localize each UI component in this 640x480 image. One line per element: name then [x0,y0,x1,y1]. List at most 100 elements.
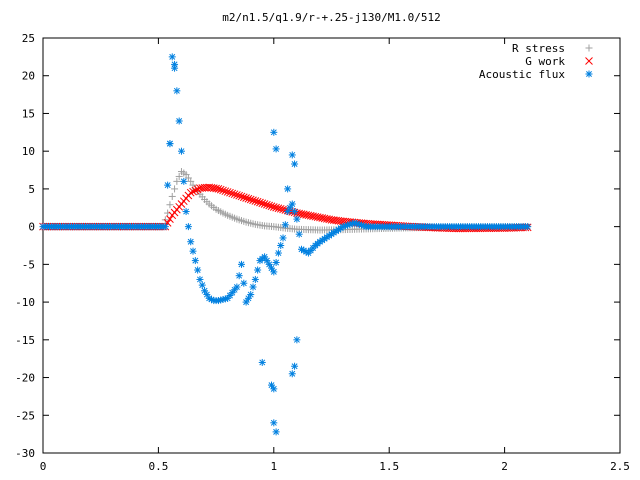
axes: 0 0.5 1 1.5 2 2.5 25 20 15 10 5 0 -5 -10 -15 -20 -25 -30 [15,32,630,473]
data-point [228,189,237,198]
data-point [270,385,278,393]
data-point [254,266,262,274]
data-point [291,160,299,168]
data-point [196,275,204,283]
data-point [223,188,232,196]
data-point [279,234,287,242]
data-point [201,287,209,295]
data-point [239,193,248,202]
data-point [272,258,280,266]
y-tick-label: -30 [15,447,35,460]
y-tick-label: 15 [22,107,35,120]
data-point [180,177,188,185]
data-point [263,200,271,209]
series-acoustic-flux [39,53,532,436]
x-tick-label: 0 [40,460,47,473]
data-point [263,257,271,265]
y-tick-label: 25 [22,32,35,45]
data-point [299,210,308,219]
data-point [251,197,260,205]
data-point [247,291,255,299]
data-point [237,260,245,268]
data-point [267,381,275,389]
data-point [269,203,278,211]
data-point [189,187,197,196]
data-point [288,200,296,208]
data-point [267,264,275,272]
data-point [284,208,292,216]
data-point [177,147,185,155]
legend-label: Acoustic flux [479,68,565,81]
data-point [288,151,296,159]
data-point [189,247,197,255]
data-point [235,191,244,200]
data-point [320,214,329,223]
data-point [291,208,299,216]
data-point [258,358,266,366]
data-point [309,212,317,221]
data-point [237,192,246,201]
data-point [219,186,227,195]
y-tick-label: -10 [15,296,35,309]
data-point [164,181,172,189]
data-point [272,428,280,436]
data-point [316,213,324,222]
data-point [270,128,278,136]
data-point [253,197,262,206]
data-point [270,419,278,427]
data-point [249,283,257,291]
data-point [187,177,195,185]
chart-title: m2/n1.5/q1.9/r-+.25-j130/M1.0/512 [222,11,441,24]
y-tick-label: 10 [22,145,35,158]
y-tick-label: -20 [15,372,35,385]
x-tick-label: 2.5 [610,460,630,473]
data-point [524,223,532,231]
data-point [291,362,299,370]
data-point [242,194,250,202]
x-tick-label: 1.5 [379,460,399,473]
data-point [251,275,259,283]
data-point [198,281,206,289]
data-point [194,266,202,274]
data-point [166,140,174,148]
data-point [311,212,320,221]
data-point [261,253,269,261]
x-tick-label: 2 [501,460,508,473]
y-tick-label: 20 [22,70,35,83]
data-point [184,223,192,231]
data-point [270,268,278,276]
data-point [306,211,315,220]
data-point [161,223,169,231]
data-point [288,370,296,378]
x-tick-label: 1 [270,460,277,473]
data-point [281,221,289,229]
x-tick-label: 0.5 [148,460,168,473]
data-point [233,283,241,291]
data-point [295,230,303,238]
data-point [274,204,283,213]
data-point [240,279,248,287]
y-tick-label: -5 [22,258,35,271]
y-tick-label: 0 [28,221,35,234]
data-point [186,188,195,197]
data-point [175,117,183,125]
y-tick-label: -15 [15,334,35,347]
data-point [284,185,292,193]
data-point [272,203,280,212]
data-point [249,196,257,205]
legend-marker [585,57,593,65]
data-point [323,215,331,223]
data-point [212,184,220,193]
data-point [267,202,276,211]
data-point [182,208,190,216]
y-tick-label: -25 [15,409,35,422]
plot-frame [42,37,621,454]
data-point [175,172,183,180]
data-point [193,185,202,194]
data-point [166,201,174,209]
data-point [173,177,181,185]
data-point [265,260,273,268]
legend-label: R stress [512,42,565,55]
